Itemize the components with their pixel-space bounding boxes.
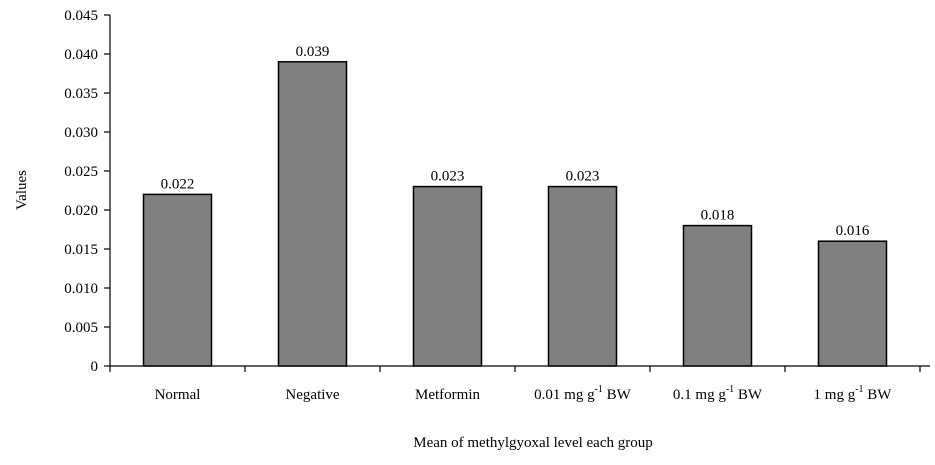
data-labels: 0.022 0.039 0.023 0.023 0.018 0.016: [161, 44, 870, 239]
bar: [682, 224, 753, 367]
category-label-text: 0.01 mg g: [534, 387, 595, 403]
category-label-unit: BW: [734, 387, 763, 403]
y-tick-label: 0.035: [64, 86, 98, 102]
category-label-text: Metformin: [415, 387, 480, 403]
y-tick-label: 0.025: [64, 164, 98, 180]
data-label: 0.016: [836, 223, 870, 239]
category-label-superscript: -1: [855, 384, 863, 395]
category-label: 1 mg g-1 BW: [814, 384, 893, 403]
y-tick-label: 0.005: [64, 320, 98, 336]
category-label-superscript: -1: [595, 384, 603, 395]
y-tick-label: 0.010: [64, 281, 98, 297]
category-label-text: Negative: [285, 387, 339, 403]
category-label-superscript: -1: [726, 384, 734, 395]
y-axis-title: Values: [14, 170, 30, 210]
data-label: 0.023: [431, 169, 465, 185]
data-label: 0.039: [296, 44, 330, 60]
bars: [142, 61, 888, 367]
y-tick-label: 0.040: [64, 47, 98, 63]
category-label-text: Normal: [155, 387, 201, 403]
bar: [412, 185, 483, 367]
y-tick-label: 0.030: [64, 125, 98, 141]
category-label-unit: BW: [603, 387, 632, 403]
bar: [277, 61, 348, 367]
category-label: Normal: [155, 387, 201, 403]
category-label-unit: BW: [864, 387, 893, 403]
y-tick-label: 0.045: [64, 8, 98, 24]
category-label: 0.01 mg g-1 BW: [534, 384, 632, 403]
data-label: 0.018: [701, 208, 735, 224]
bar: [142, 193, 213, 367]
x-axis-title: Mean of methylgyoxal level each group: [413, 435, 653, 451]
bar: [817, 240, 888, 367]
category-label: 0.1 mg g-1 BW: [673, 384, 763, 403]
category-label: Metformin: [415, 387, 480, 403]
bar: [547, 185, 618, 367]
y-tick-label: 0.015: [64, 242, 98, 258]
x-axis: Normal Negative Metformin 0.01 mg g-1 BW 0.1…: [109, 365, 930, 403]
data-label: 0.022: [161, 176, 195, 192]
y-tick-label: 0.020: [64, 203, 98, 219]
data-label: 0.023: [566, 169, 600, 185]
category-label-text: 1 mg g: [814, 387, 856, 403]
y-axis: 0 0.005 0.010 0.015 0.020 0.025 0.030 0.035 0.04…: [64, 8, 111, 375]
y-tick-label: 0: [91, 359, 99, 375]
category-label: Negative: [285, 387, 339, 403]
category-label-text: 0.1 mg g: [673, 387, 726, 403]
